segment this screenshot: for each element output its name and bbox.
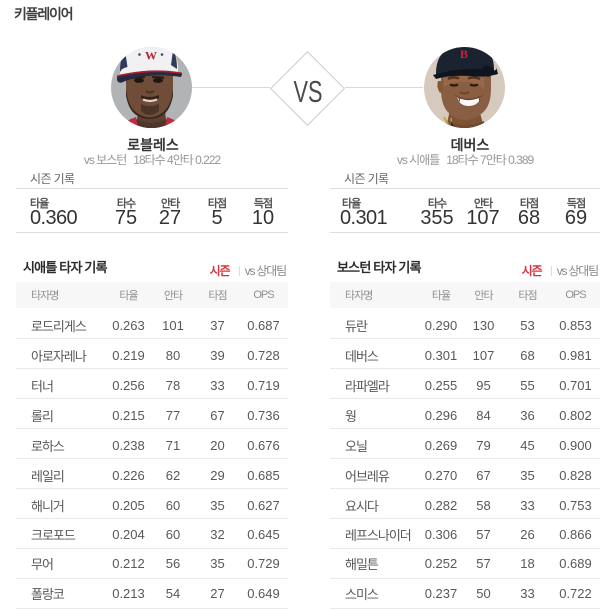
svg-text:W: W xyxy=(145,49,157,63)
svg-text:B: B xyxy=(460,47,468,61)
